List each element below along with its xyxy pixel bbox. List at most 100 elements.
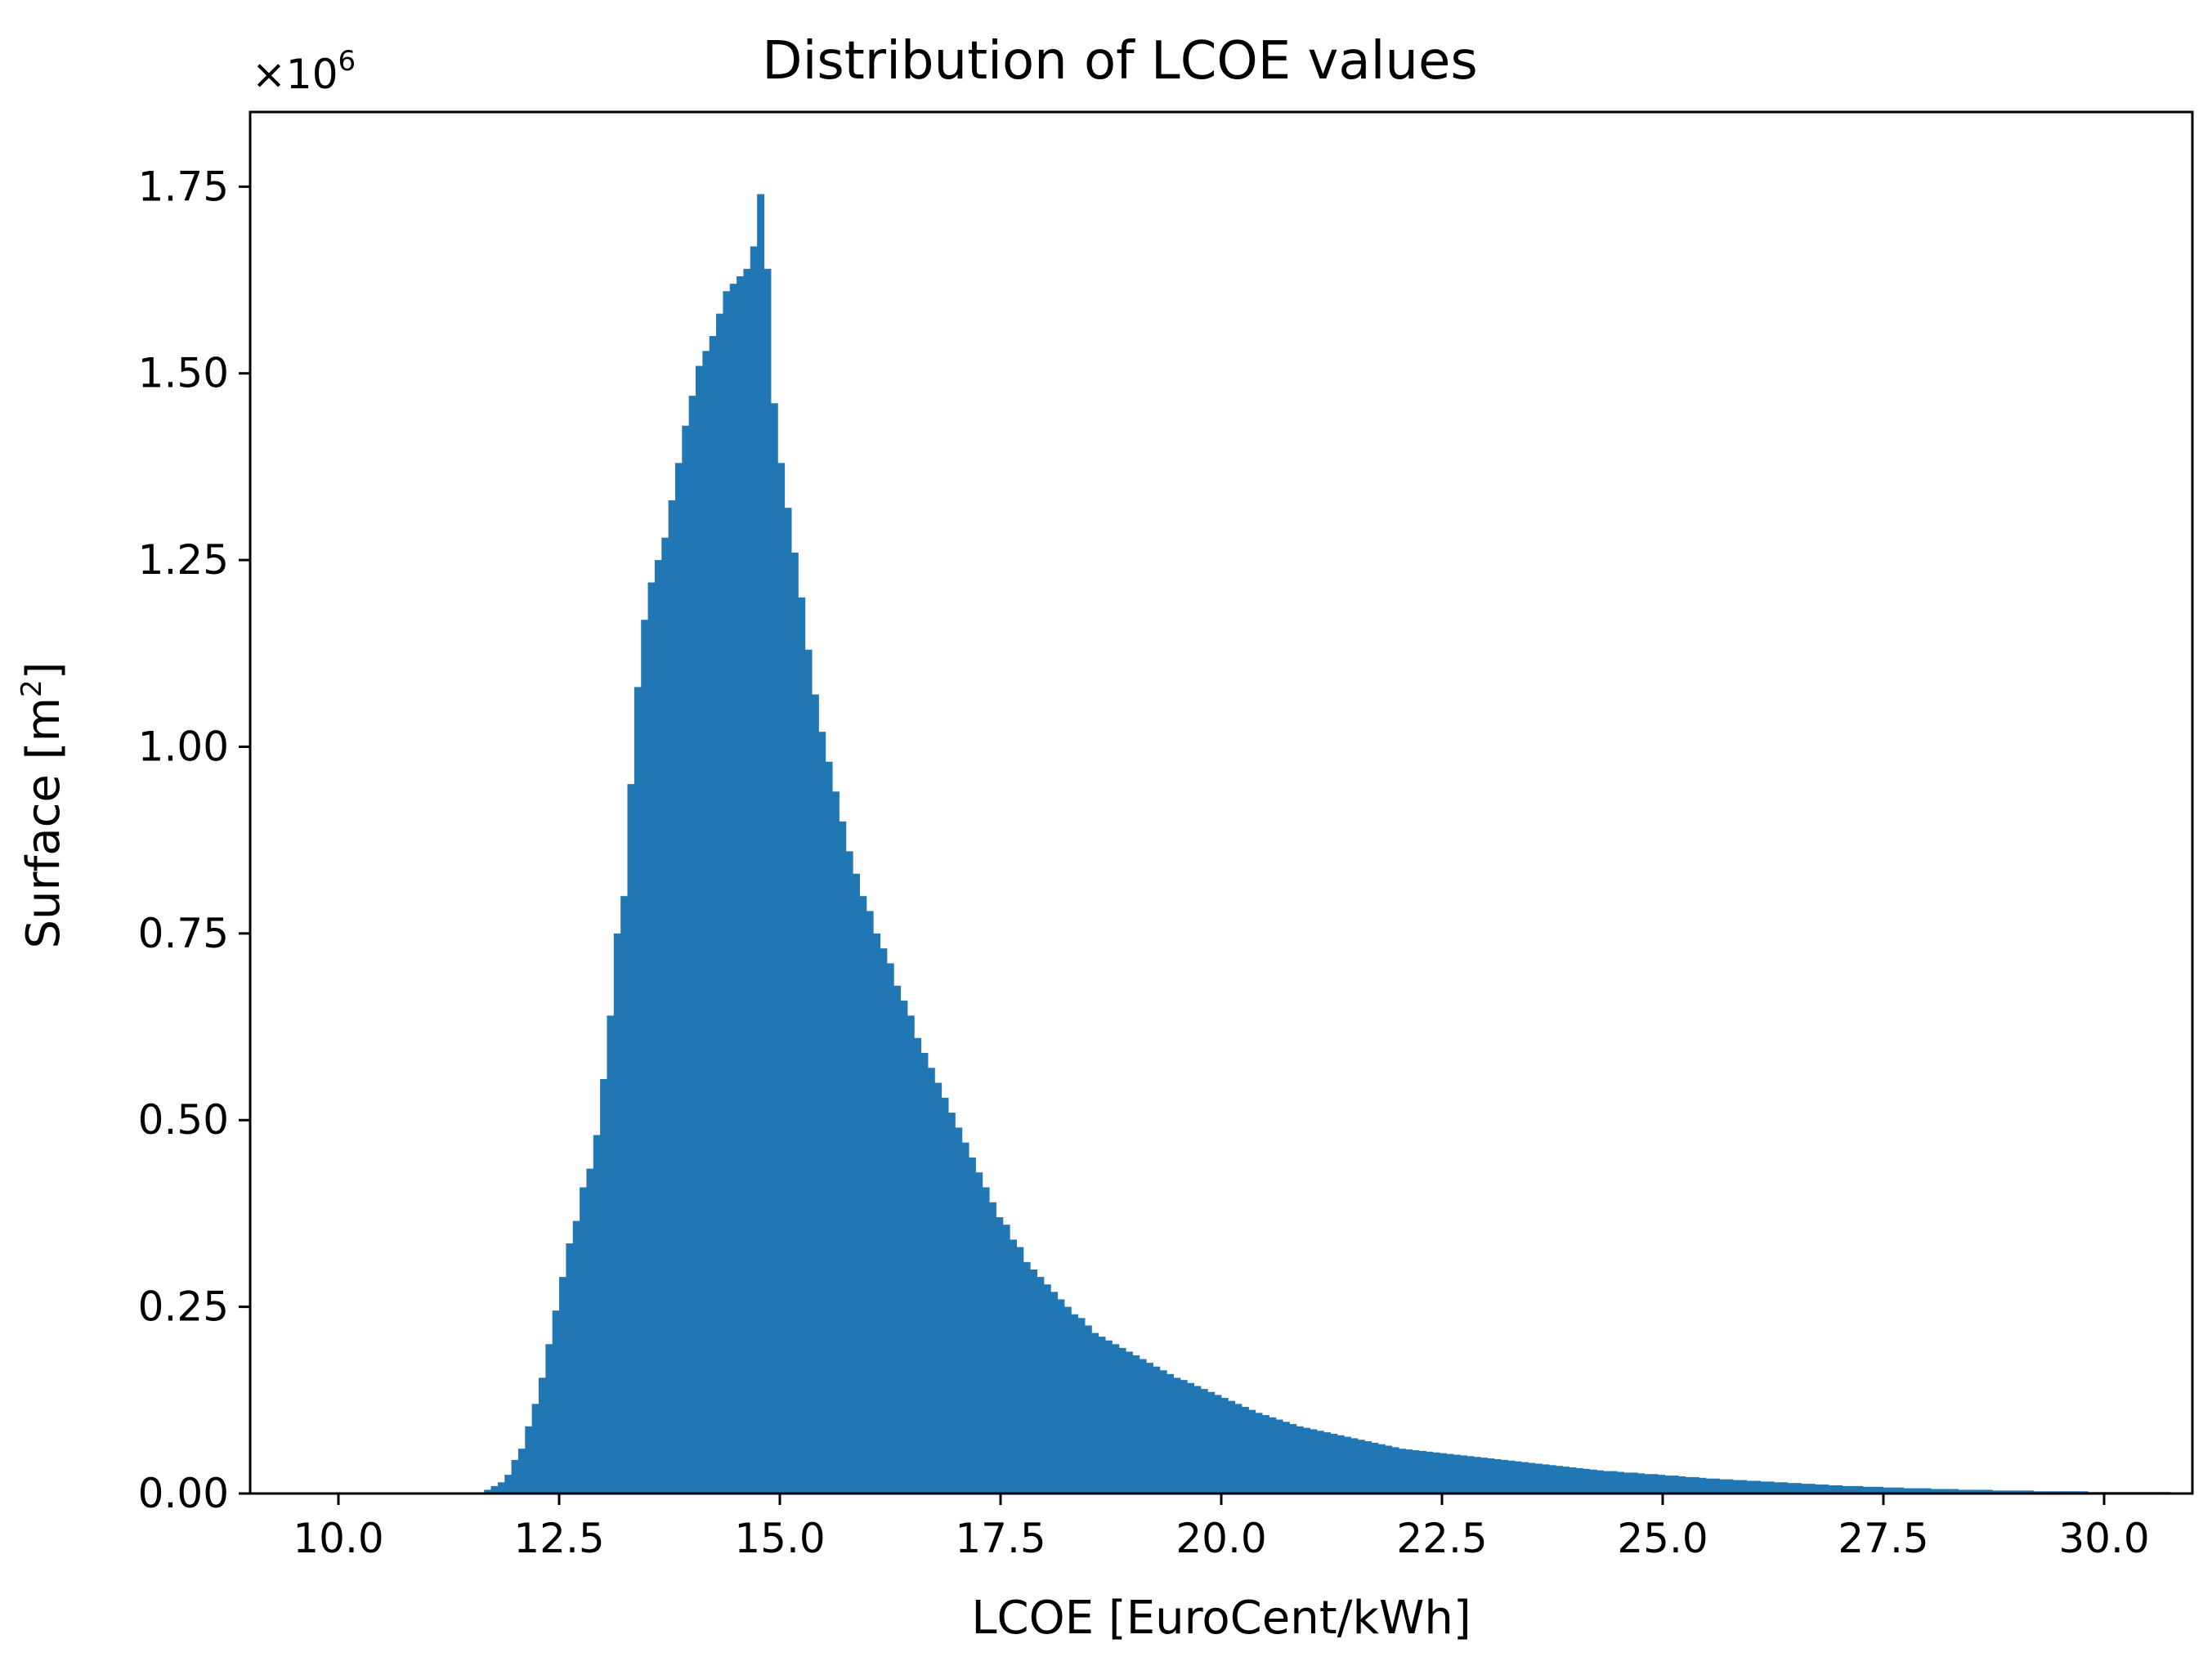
histogram-bar (1705, 1478, 1713, 1494)
histogram-bar (2026, 1490, 2034, 1494)
histogram-bar (1214, 1395, 1222, 1494)
histogram-bar (1951, 1489, 1959, 1494)
histogram-bar (1876, 1486, 1884, 1494)
histogram-bar (1862, 1486, 1870, 1494)
histogram-bar (1460, 1455, 1467, 1494)
x-tick-label: 30.0 (2058, 1515, 2149, 1562)
histogram-bar (1521, 1462, 1529, 1494)
histogram-bar (1964, 1489, 1972, 1494)
histogram-bar (1637, 1473, 1646, 1494)
histogram-bar (770, 403, 778, 1494)
histogram-bar (1282, 1422, 1290, 1494)
histogram-bar (1010, 1239, 1017, 1494)
histogram-bar (893, 985, 902, 1494)
histogram-bar (1910, 1488, 1918, 1494)
histogram-bar (647, 582, 656, 1494)
y-axis-label-base: Surface [m (17, 697, 70, 949)
histogram-bar (1821, 1485, 1829, 1494)
histogram-bar (1999, 1490, 2007, 1494)
histogram-bar (1077, 1318, 1086, 1494)
histogram-bar (1603, 1471, 1611, 1494)
histogram-bar (1501, 1459, 1509, 1494)
histogram-bar (1091, 1332, 1099, 1494)
histogram-bar (661, 537, 669, 1494)
histogram-bar (1896, 1487, 1905, 1494)
histogram-bar (1507, 1460, 1516, 1494)
histogram-bar (1357, 1440, 1365, 1494)
histogram-bar (1848, 1485, 1856, 1494)
histogram-bar (1958, 1489, 1966, 1494)
histogram-bar (1787, 1483, 1795, 1494)
histogram-bar (613, 933, 621, 1494)
histogram-bar (1630, 1472, 1638, 1494)
histogram-bar (1589, 1469, 1597, 1494)
x-axis-label: LCOE [EuroCent/kWh] (971, 1592, 1471, 1645)
histogram-bar (1432, 1452, 1440, 1494)
histogram-bar (1466, 1456, 1475, 1494)
histogram-bar (566, 1243, 574, 1494)
histogram-bar (1972, 1489, 1980, 1494)
histogram-bar (1193, 1386, 1202, 1494)
histogram-bar (1330, 1433, 1338, 1494)
histogram-bar (497, 1482, 505, 1494)
histogram-bar (1037, 1277, 1045, 1494)
histogram-bar (538, 1377, 546, 1494)
histogram-bar (784, 508, 792, 1494)
histogram-bar (859, 896, 867, 1494)
histogram-bar (1446, 1453, 1454, 1494)
histogram-bar (1917, 1488, 1925, 1494)
y-axis-label-close: ] (17, 661, 70, 679)
histogram-bar (947, 1113, 956, 1494)
histogram-bar (1364, 1441, 1372, 1494)
x-tick-label: 22.5 (1396, 1515, 1487, 1562)
histogram-bar (1023, 1261, 1031, 1494)
histogram-bar (490, 1485, 499, 1494)
histogram-bar (818, 732, 826, 1494)
histogram-bar (559, 1277, 566, 1494)
histogram-bar (1774, 1482, 1781, 1494)
histogram-bar (1125, 1351, 1133, 1494)
histogram-bar (996, 1217, 1004, 1494)
histogram-bar (504, 1475, 513, 1494)
histogram-bar (763, 268, 772, 1494)
histogram-bar (674, 463, 683, 1494)
histogram-bar (1903, 1488, 1911, 1494)
histogram-bar (1753, 1480, 1761, 1494)
histogram-bar (1173, 1377, 1181, 1494)
y-tick-label: 1.25 (138, 536, 229, 584)
histogram-bar (1200, 1389, 1208, 1494)
histogram-bar (941, 1097, 949, 1494)
histogram-bar (1835, 1485, 1843, 1494)
histogram-bar (1310, 1429, 1318, 1494)
histogram-bar (1766, 1481, 1775, 1494)
histogram-bar (914, 1037, 922, 1494)
histogram-bar (1542, 1464, 1550, 1494)
histogram-bar (1889, 1487, 1897, 1494)
histogram-bar (1296, 1426, 1304, 1494)
histogram-bar (1398, 1449, 1406, 1494)
histogram-bar (790, 552, 799, 1494)
histogram-bar (975, 1172, 983, 1494)
histogram-bar (1678, 1476, 1686, 1494)
histogram-bar (853, 873, 860, 1494)
histogram-bar (716, 313, 723, 1494)
histogram-bar (682, 425, 690, 1494)
y-tick-label: 0.50 (138, 1096, 229, 1144)
histogram-bar (927, 1068, 935, 1494)
histogram-bar (688, 396, 696, 1494)
histogram-bar (1084, 1325, 1092, 1494)
x-tick-label: 10.0 (293, 1515, 383, 1562)
histogram-bar (900, 1001, 908, 1494)
histogram-bar (517, 1449, 526, 1494)
histogram-bar (627, 784, 635, 1494)
x-axis-ticks: 10.0 12.5 15.0 17.5 20.0 22.5 25.0 27.5 30.0 (293, 1494, 2150, 1562)
histogram-bar (1583, 1468, 1591, 1494)
histogram-bar (1534, 1463, 1543, 1494)
histogram-bar (961, 1142, 969, 1494)
histogram-bar (1104, 1340, 1113, 1494)
histogram-bar (845, 851, 853, 1494)
histogram-bar (1644, 1474, 1652, 1494)
histogram-bar (1187, 1382, 1195, 1494)
histogram-bar (880, 948, 888, 1494)
histogram-bar (1807, 1484, 1816, 1494)
